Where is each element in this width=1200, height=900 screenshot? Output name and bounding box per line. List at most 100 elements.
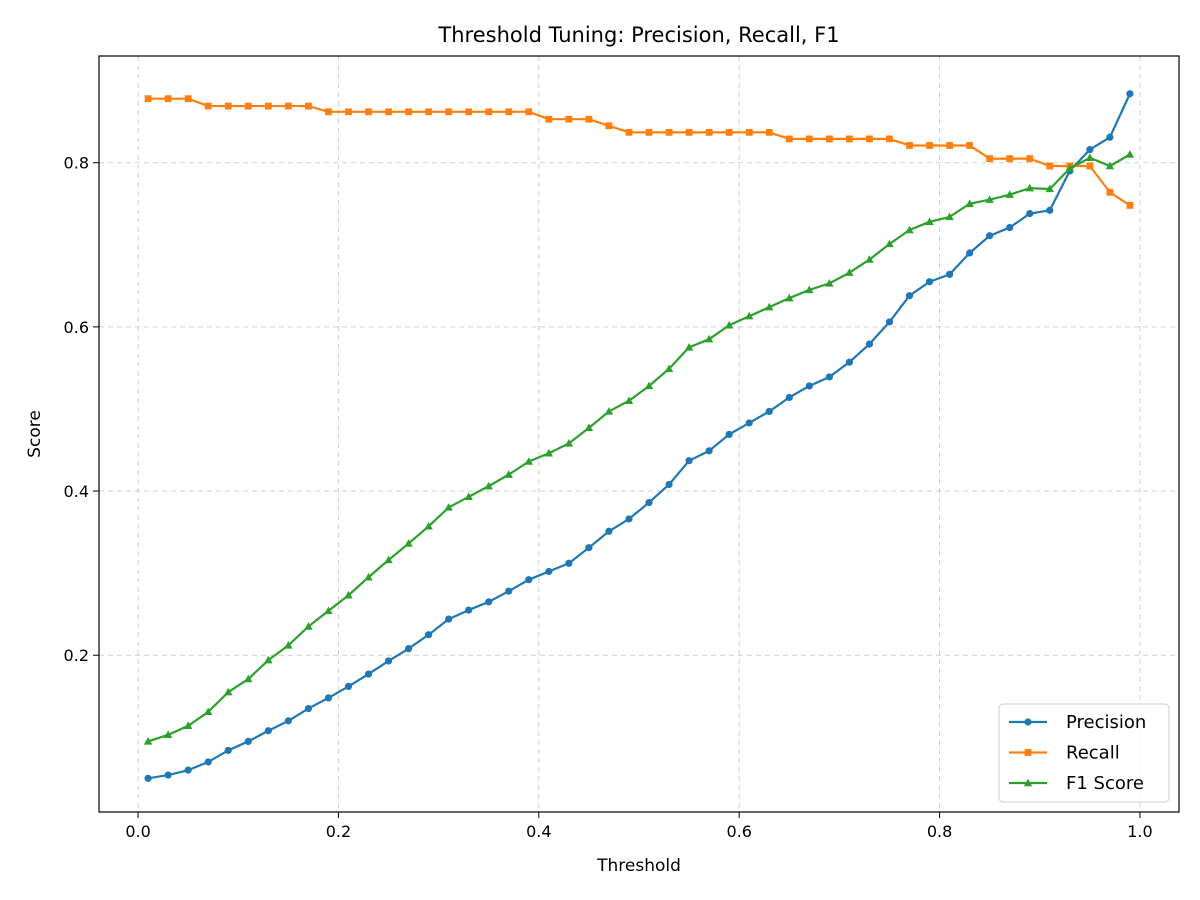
recall-point	[264, 102, 272, 110]
recall-point	[284, 102, 292, 110]
x-axis-title: Threshold	[596, 856, 681, 876]
plot-frame	[98, 55, 1180, 813]
precision-point	[986, 232, 994, 240]
precision-point	[1046, 206, 1054, 214]
precision-point	[665, 480, 673, 489]
precision-point	[1126, 90, 1134, 98]
precision-point	[925, 278, 934, 286]
f1-score-point	[624, 396, 634, 404]
recall-point	[304, 102, 312, 110]
recall-point	[926, 142, 933, 149]
series-f1-score	[143, 150, 1135, 745]
precision-point	[344, 682, 353, 691]
legend-item-f1-score: F1 Score	[1009, 773, 1144, 794]
recall-point	[966, 142, 974, 149]
y-tick-label: 0.4	[64, 482, 89, 501]
f1-score-point	[1125, 150, 1135, 158]
f1-score-point	[143, 737, 153, 745]
precision-point	[324, 694, 333, 702]
f1-score-point	[684, 343, 694, 351]
y-tick-label: 0.8	[64, 154, 89, 173]
precision-point	[605, 527, 613, 535]
f1-score-point	[785, 293, 794, 302]
precision-point	[885, 318, 894, 326]
series-precision	[144, 90, 1134, 782]
precision-point	[445, 615, 453, 623]
precision-point	[465, 606, 473, 614]
legend-marker	[1024, 718, 1032, 726]
y-tick-label: 0.2	[64, 646, 89, 665]
precision-point	[565, 559, 573, 567]
f1-score-point	[965, 199, 974, 207]
x-tick-label: 0.6	[726, 822, 751, 841]
legend-box	[998, 703, 1170, 803]
precision-point	[304, 704, 312, 713]
recall-point	[405, 108, 412, 116]
y-axis-title: Score	[25, 410, 45, 458]
precision-point	[705, 447, 713, 455]
f1-score-point	[825, 278, 834, 287]
f1-score-point	[724, 320, 734, 329]
recall-point	[545, 115, 553, 123]
precision-point	[224, 746, 232, 755]
precision-point	[865, 340, 874, 348]
recall-point	[445, 108, 453, 116]
recall-point	[825, 135, 833, 143]
f1-score-point	[1005, 190, 1014, 198]
precision-point	[725, 430, 733, 439]
recall-point	[365, 108, 372, 116]
recall-point	[525, 108, 533, 116]
f1-score-point	[364, 572, 373, 581]
precision-point	[805, 382, 813, 390]
recall-point	[184, 95, 192, 103]
x-tick-label: 0.4	[526, 822, 551, 841]
precision-point	[264, 727, 272, 735]
recall-point	[625, 128, 633, 136]
recall-point	[906, 142, 913, 149]
recall-point	[866, 135, 873, 143]
precision-point	[184, 766, 192, 774]
f1-score-point	[945, 212, 954, 221]
f1-score-point	[765, 302, 774, 311]
x-tick-label: 0.2	[326, 822, 351, 841]
precision-point	[825, 373, 833, 381]
precision-point	[545, 567, 553, 576]
recall-point	[485, 108, 493, 116]
recall-point	[345, 108, 352, 116]
precision-point	[645, 498, 653, 507]
recall-point	[1106, 188, 1114, 196]
recall-point	[1126, 201, 1134, 209]
precision-point	[1086, 145, 1094, 154]
f1-score-point	[324, 606, 333, 615]
f1-score-point	[564, 439, 574, 447]
f1-score-point	[404, 539, 413, 547]
precision-point	[144, 774, 152, 782]
legend-marker	[1024, 749, 1032, 756]
precision-point	[525, 576, 533, 584]
recall-point	[164, 95, 172, 103]
recall-point	[1086, 162, 1094, 170]
recall-point	[685, 128, 693, 136]
recall-point	[144, 95, 152, 103]
precision-point	[945, 270, 954, 278]
recall-point	[425, 108, 433, 116]
legend-label: Recall	[1066, 743, 1120, 764]
f1-score-point	[604, 407, 614, 415]
y-tick-label: 0.6	[64, 318, 89, 337]
f1-score-point	[484, 481, 493, 490]
recall-point	[385, 108, 392, 116]
f1-score-point	[1105, 161, 1115, 170]
recall-point	[946, 142, 953, 149]
chart-title: Threshold Tuning: Precision, Recall, F1	[437, 23, 839, 47]
precision-point	[585, 544, 593, 552]
recall-point	[204, 102, 212, 110]
precision-point	[765, 407, 773, 416]
legend-marker	[1023, 778, 1033, 787]
legend-label: Precision	[1066, 712, 1146, 733]
recall-point	[605, 122, 613, 130]
series-layer	[143, 90, 1135, 782]
recall-point	[585, 115, 593, 123]
f1-score-point	[524, 457, 533, 465]
f1-score-point	[344, 590, 353, 599]
